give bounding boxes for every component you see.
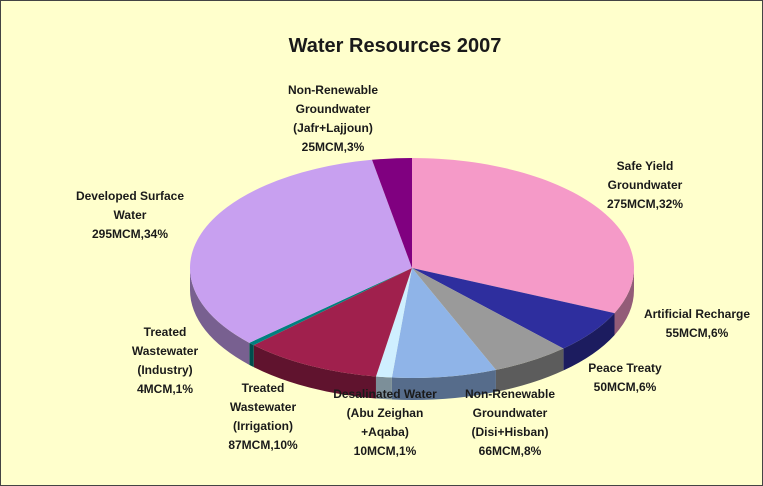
chart-title: Water Resources 2007 bbox=[289, 35, 502, 57]
pie-slice bbox=[371, 158, 412, 268]
slice-label: Non-Renewable Groundwater (Disi+Hisban) bbox=[465, 387, 555, 439]
slice-label: Treated Wastewater (Industry) bbox=[132, 325, 199, 377]
pie-side bbox=[563, 313, 615, 371]
slice-value-label: 275MCM,32% bbox=[607, 197, 683, 211]
pie-slice bbox=[412, 268, 564, 370]
slice-label: Non-Renewable Groundwater (Jafr+Lajjoun) bbox=[288, 83, 378, 135]
pie-side bbox=[391, 369, 496, 400]
pie-slice bbox=[412, 158, 634, 314]
pie-slice bbox=[391, 268, 496, 378]
pie-side bbox=[614, 268, 634, 336]
slice-value-label: 55MCM,6% bbox=[666, 326, 729, 340]
slice-label: Desalinated Water (Abu Zeighan +Aqaba) bbox=[333, 387, 437, 439]
pie-side bbox=[249, 342, 254, 368]
pie-slice bbox=[253, 268, 412, 377]
slice-label: Safe Yield Groundwater bbox=[608, 159, 683, 192]
slice-value-label: 66MCM,8% bbox=[479, 444, 542, 458]
pie-slice bbox=[375, 268, 412, 378]
pie-slice bbox=[412, 268, 615, 349]
slice-label: Developed Surface Water bbox=[76, 189, 184, 222]
pie-side bbox=[375, 376, 392, 400]
slice-value-label: 87MCM,10% bbox=[228, 438, 298, 452]
pie-side bbox=[190, 268, 250, 365]
slice-value-label: 4MCM,1% bbox=[137, 382, 193, 396]
slice-label: Peace Treaty bbox=[588, 361, 662, 375]
pie-slice bbox=[249, 268, 412, 346]
slice-value-label: 295MCM,34% bbox=[92, 227, 168, 241]
slice-value-label: 10MCM,1% bbox=[354, 444, 417, 458]
slice-label: Treated Wastewater (Irrigation) bbox=[230, 381, 297, 433]
slice-value-label: 50MCM,6% bbox=[594, 380, 657, 394]
pie-slice bbox=[190, 159, 412, 343]
pie-side bbox=[253, 345, 376, 399]
slice-label: Artificial Recharge bbox=[644, 307, 750, 321]
slice-value-label: 25MCM,3% bbox=[302, 140, 365, 154]
pie-side bbox=[495, 348, 564, 392]
